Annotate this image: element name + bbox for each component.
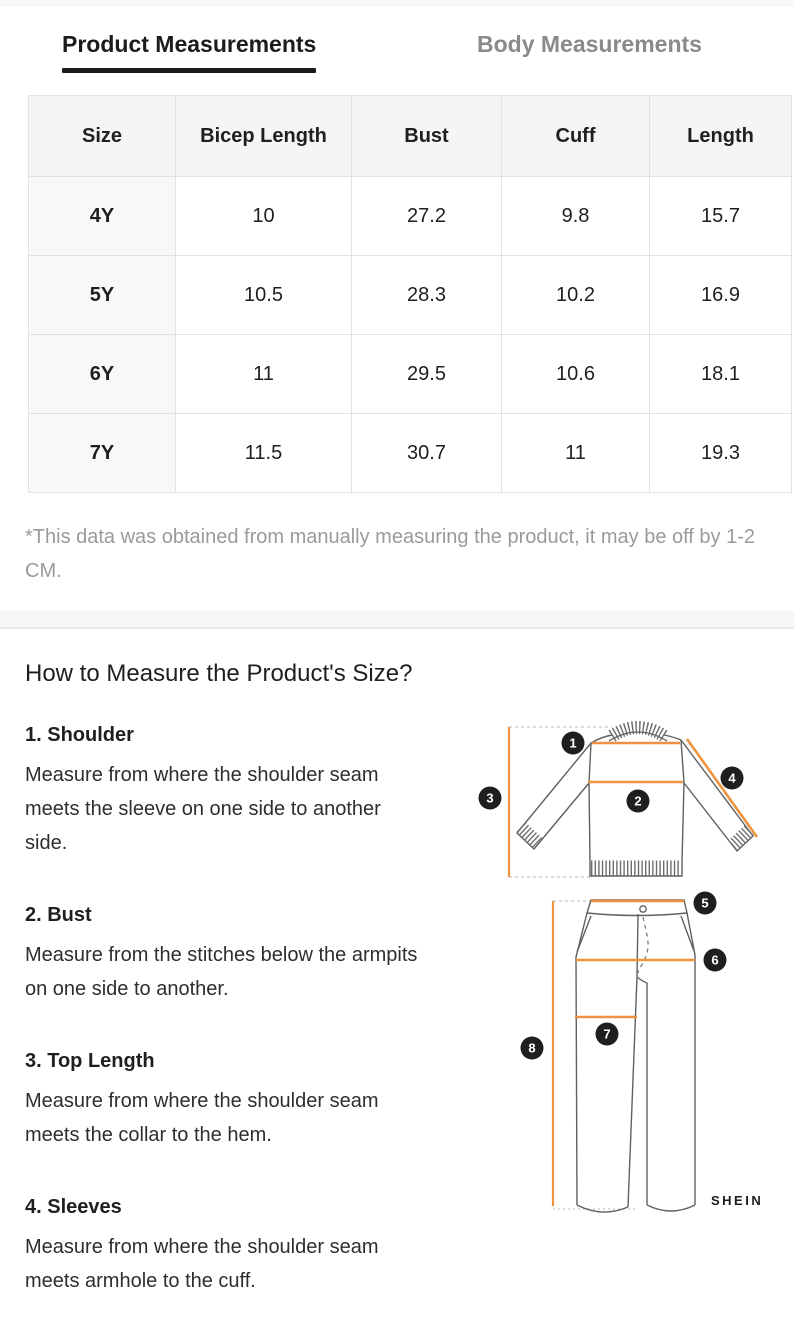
size-cell: 6Y (28, 334, 176, 414)
size-cell: 7Y (28, 413, 176, 493)
value-cell: 11.5 (175, 413, 352, 493)
instruction-body: Measure from the stitches below the armp… (25, 944, 418, 1000)
value-cell: 28.3 (351, 255, 502, 335)
svg-text:1: 1 (569, 736, 576, 751)
svg-text:3: 3 (486, 791, 493, 806)
marker-1: 1 (561, 731, 585, 755)
table-row: 5Y 10.5 28.3 10.2 16.9 (28, 255, 792, 335)
value-cell: 19.3 (649, 413, 792, 493)
value-cell: 27.2 (351, 176, 502, 256)
value-cell: 16.9 (649, 255, 792, 335)
marker-7: 7 (595, 1022, 619, 1046)
value-cell: 10.6 (501, 334, 650, 414)
svg-text:4: 4 (728, 771, 736, 786)
section-divider (0, 611, 794, 629)
measure-instructions: 1. Shoulder Measure from where the shoul… (25, 722, 465, 1340)
instruction-top-length: 3. Top Length Measure from where the sho… (25, 1048, 465, 1152)
instruction-title: 3. Top Length (25, 1050, 155, 1072)
col-header-cuff: Cuff (501, 95, 650, 177)
instruction-title: 2. Bust (25, 904, 92, 926)
col-header-length: Length (649, 95, 792, 177)
tab-product-measurements[interactable]: Product Measurements (62, 31, 317, 73)
waist-button (639, 905, 647, 913)
value-cell: 11 (501, 413, 650, 493)
instruction-bust: 2. Bust Measure from the stitches below … (25, 902, 465, 1006)
value-cell: 11 (175, 334, 352, 414)
measurement-diagram: 1 2 3 4 5 6 7 8 SHEIN (478, 721, 763, 1213)
size-cell: 5Y (28, 255, 176, 335)
instruction-sleeves: 4. Sleeves Measure from where the should… (25, 1194, 465, 1298)
instruction-title: 1. Shoulder (25, 724, 134, 746)
table-row: 4Y 10 27.2 9.8 15.7 (28, 176, 792, 256)
col-header-bicep-length: Bicep Length (175, 95, 352, 177)
tab-body-label: Body Measurements (477, 31, 702, 57)
tab-product-label: Product Measurements (62, 31, 317, 57)
value-cell: 30.7 (351, 413, 502, 493)
svg-text:8: 8 (528, 1041, 535, 1056)
sleeve-measure-line (685, 738, 759, 838)
top-strip (0, 0, 794, 7)
tab-body-measurements[interactable]: Body Measurements (477, 31, 702, 58)
instruction-title: 4. Sleeves (25, 1196, 122, 1218)
sweater-illustration (507, 721, 759, 878)
value-cell: 10.2 (501, 255, 650, 335)
col-header-size: Size (28, 95, 176, 177)
svg-text:2: 2 (634, 794, 641, 809)
size-table-header-row: Size Bicep Length Bust Cuff Length (28, 95, 792, 177)
instruction-body: Measure from where the shoulder seam mee… (25, 1090, 379, 1146)
value-cell: 15.7 (649, 176, 792, 256)
shein-logo: SHEIN (711, 1193, 763, 1208)
instruction-body: Measure from where the shoulder seam mee… (25, 1236, 379, 1292)
pants-illustration (551, 899, 696, 1213)
marker-6: 6 (703, 948, 727, 972)
size-cell: 4Y (28, 176, 176, 256)
size-table: Size Bicep Length Bust Cuff Length 4Y 10… (28, 95, 792, 493)
marker-5: 5 (693, 891, 717, 915)
value-cell: 9.8 (501, 176, 650, 256)
active-tab-underline (62, 68, 317, 73)
svg-text:7: 7 (603, 1027, 610, 1042)
svg-text:6: 6 (711, 953, 718, 968)
marker-3: 3 (478, 786, 502, 810)
instruction-body: Measure from where the shoulder seam mee… (25, 764, 381, 854)
instruction-shoulder: 1. Shoulder Measure from where the shoul… (25, 722, 465, 860)
measurement-disclaimer: *This data was obtained from manually me… (25, 526, 756, 582)
how-to-measure-title: How to Measure the Product's Size? (25, 660, 413, 687)
marker-2: 2 (626, 789, 650, 813)
value-cell: 10.5 (175, 255, 352, 335)
table-row: 6Y 11 29.5 10.6 18.1 (28, 334, 792, 414)
marker-4: 4 (720, 766, 744, 790)
value-cell: 10 (175, 176, 352, 256)
value-cell: 18.1 (649, 334, 792, 414)
col-header-bust: Bust (351, 95, 502, 177)
svg-text:5: 5 (701, 896, 708, 911)
table-row: 7Y 11.5 30.7 11 19.3 (28, 413, 792, 493)
marker-8: 8 (520, 1036, 544, 1060)
value-cell: 29.5 (351, 334, 502, 414)
